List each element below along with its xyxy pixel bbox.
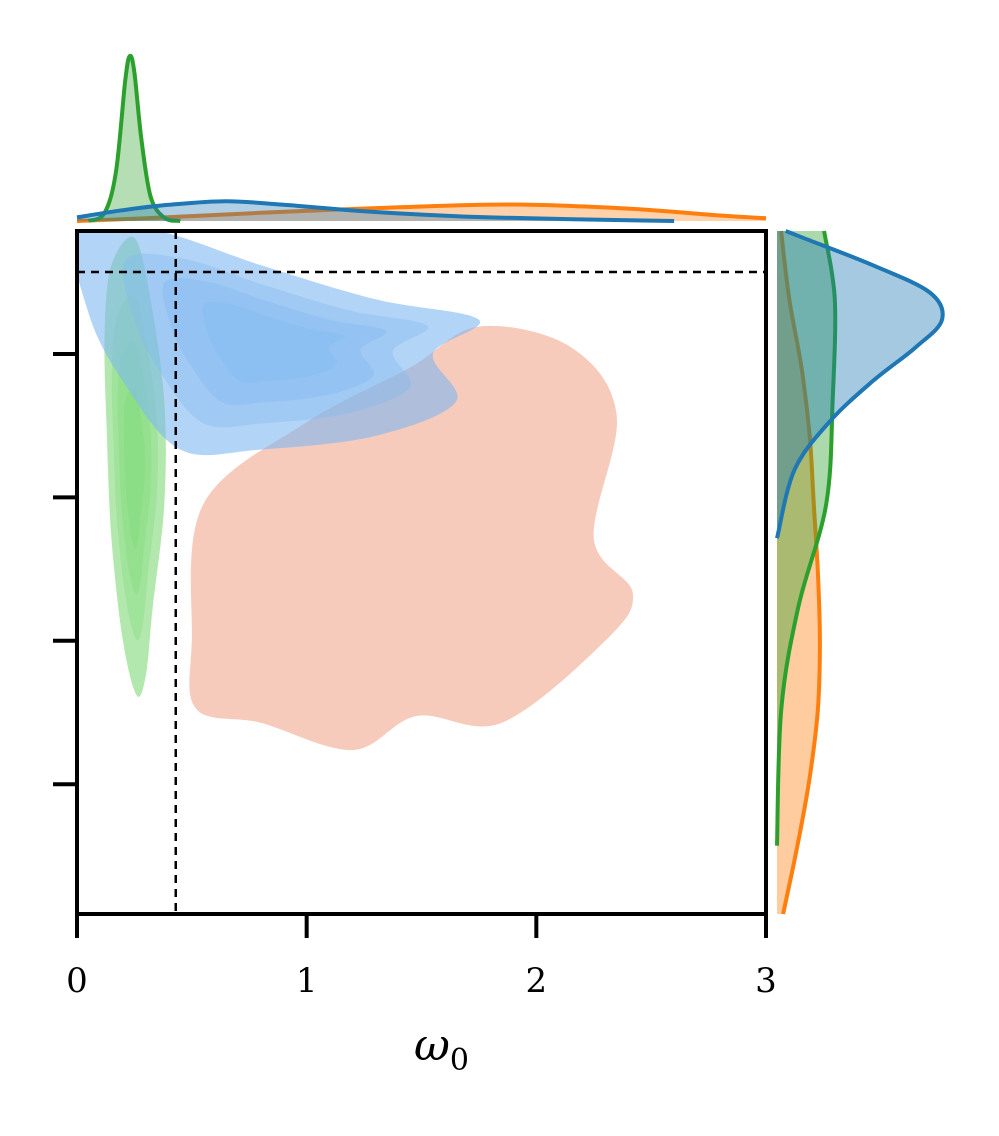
x-tick-label-2: 2 — [526, 961, 548, 1001]
x-tick-label-1: 1 — [296, 961, 318, 1001]
plot-frame — [75, 229, 768, 916]
right-marginal-fill-0 — [777, 231, 820, 914]
x-axis-label: ω0 — [414, 1020, 469, 1078]
top-marginal-line-2 — [76, 199, 675, 223]
right-marginal-layer — [775, 229, 945, 915]
x-tick-label-0: 0 — [66, 961, 88, 1001]
joint-density-level-2-1 — [162, 277, 387, 406]
joint-density-region-2 — [77, 231, 480, 456]
joint-density-level-2-2 — [202, 301, 346, 384]
joint-density-layer — [77, 231, 634, 751]
joint-density-level-1-2 — [123, 388, 146, 550]
joint-density-level-2-0 — [122, 253, 429, 428]
top-marginal-layer — [76, 53, 767, 223]
x-tick-label-3: 3 — [755, 961, 777, 1001]
top-marginal-fill-2 — [77, 201, 675, 221]
right-marginal-fill-1 — [777, 231, 836, 846]
top-marginal-fill-1 — [88, 55, 181, 221]
axes-layer: 0 1 2 3 — [53, 229, 777, 1001]
top-marginal-line-1 — [87, 53, 181, 223]
right-marginal-line-2 — [775, 229, 945, 539]
reference-lines — [77, 231, 766, 914]
right-marginal-line-1 — [775, 230, 838, 846]
right-marginal-fill-2 — [777, 231, 943, 539]
right-marginal-line-0 — [779, 230, 822, 915]
